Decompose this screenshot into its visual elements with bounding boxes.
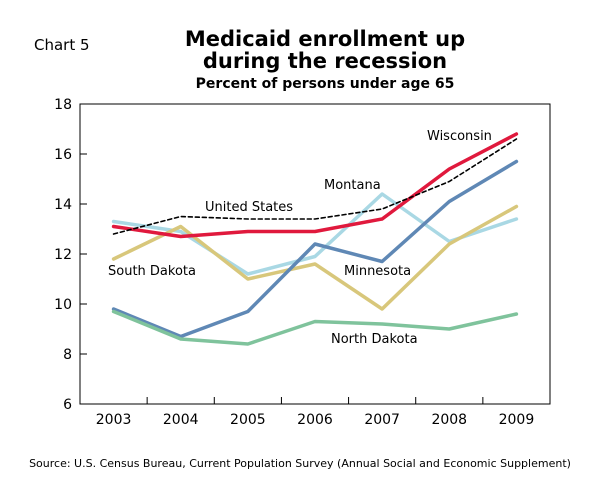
series-label-montana: Montana [324, 178, 381, 193]
y-tick-label: 16 [54, 147, 72, 163]
x-tick-label: 2005 [230, 412, 266, 428]
y-tick-label: 6 [63, 397, 72, 413]
series-line-south-dakota [111, 204, 519, 311]
y-tick-label: 8 [63, 347, 72, 363]
x-tick-label: 2008 [431, 412, 467, 428]
series-line-north-dakota [111, 309, 519, 346]
x-tick-label: 2009 [499, 412, 535, 428]
plot-frame [79, 103, 551, 405]
x-tick-label: 2006 [297, 412, 333, 428]
series-label-united-states: United States [205, 200, 293, 215]
series-label-wisconsin: Wisconsin [427, 129, 492, 144]
series-label-north-dakota: North Dakota [331, 332, 418, 347]
chart-title-line-2: during the recession [202, 49, 448, 73]
series-line-wisconsin [111, 132, 519, 239]
series-line-montana [111, 192, 519, 276]
x-tick-label: 2003 [96, 412, 132, 428]
series-line-united-states [112, 138, 518, 235]
series-label-minnesota: Minnesota [344, 264, 411, 279]
chart-title-line-1: Medicaid enrollment up [184, 27, 466, 51]
series-label-south-dakota: South Dakota [108, 264, 196, 279]
chart-number-label: Chart 5 [34, 36, 90, 54]
y-tick-label: 10 [54, 297, 72, 313]
y-tick-label: 18 [54, 97, 72, 113]
source-note: Source: U.S. Census Bureau, Current Popu… [29, 457, 571, 470]
chart-subtitle: Percent of persons under age 65 [195, 76, 455, 92]
y-tick-label: 14 [54, 197, 72, 213]
series-line-minnesota [111, 159, 519, 339]
y-tick-label: 12 [54, 247, 72, 263]
x-tick-label: 2004 [163, 412, 199, 428]
x-tick-label: 2007 [364, 412, 400, 428]
